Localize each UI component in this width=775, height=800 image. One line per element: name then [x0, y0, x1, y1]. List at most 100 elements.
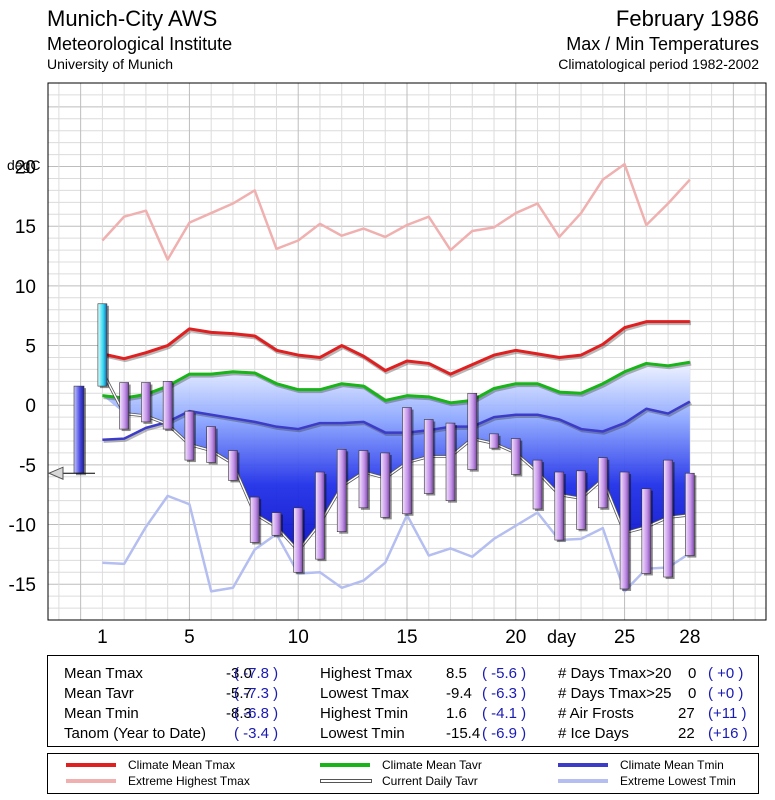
- stat-label: Highest Tmax: [320, 665, 413, 682]
- legend-climate-mean-tavr: Climate Mean Tavr: [382, 758, 482, 772]
- extreme-lowest-tmin-line: [102, 494, 691, 593]
- stat-value: 27: [678, 705, 695, 722]
- daily-bar: [685, 472, 695, 556]
- stat-label: Highest Tmin: [320, 705, 409, 722]
- ytd-arrow-icon: [47, 466, 64, 480]
- daily-bar: [119, 382, 129, 430]
- daily-bar: [228, 450, 238, 481]
- stat-anomaly: (+11 ): [708, 705, 747, 722]
- daily-bar: [641, 488, 652, 574]
- stat-anomaly: ( -7.8 ): [234, 665, 279, 682]
- y-axis: 20 15 10 5 0 -5 -10 -15: [9, 158, 36, 597]
- daily-bar: [663, 459, 673, 578]
- x-tick-label: 25: [614, 627, 635, 648]
- stat-label: # Air Frosts: [558, 705, 634, 722]
- daily-bar: [162, 381, 173, 430]
- climate-mean-tmax-line: [102, 320, 690, 376]
- legend-climate-mean-tmin: Climate Mean Tmin: [620, 758, 724, 772]
- x-axis: 1 5 10 15 20 25 28: [97, 627, 700, 648]
- stat-anomaly: ( -6.9 ): [482, 725, 527, 742]
- legend-climate-mean-tmax: Climate Mean Tmax: [128, 758, 236, 772]
- y-tick-label: -5: [19, 456, 36, 477]
- legend-extreme-highest-tmax: Extreme Highest Tmax: [128, 774, 250, 788]
- month-title: February 1986: [615, 6, 759, 31]
- daily-bar: [467, 392, 478, 470]
- tavr-band: [102, 362, 690, 551]
- x-tick-label: 20: [505, 627, 526, 648]
- daily-bar: [554, 471, 565, 541]
- legend-current-daily-tavr: Current Daily Tavr: [382, 774, 478, 788]
- legend: Climate Mean Tmax Extreme Highest Tmax C…: [47, 753, 759, 794]
- institute-label: Meteorological Institute: [47, 34, 233, 54]
- extreme-highest-tmax-line: [101, 162, 691, 261]
- stat-label: Mean Tmax: [64, 665, 143, 682]
- stats-panel: Mean Tmax -3.0 ( -7.8 ) Mean Tavr -5.7 (…: [47, 655, 759, 747]
- ytd-bar: [73, 385, 85, 474]
- stat-anomaly: ( +0 ): [708, 685, 744, 702]
- stat-anomaly: ( -7.3 ): [234, 685, 279, 702]
- series-lines: [101, 162, 693, 593]
- stat-value: -8.3: [226, 705, 252, 722]
- stat-value: 8.5: [446, 665, 467, 682]
- stat-label: # Days Tmax>20: [558, 665, 672, 682]
- y-tick-label: -15: [9, 575, 36, 596]
- x-axis-label: day: [547, 627, 576, 647]
- daily-bar: [141, 382, 151, 423]
- daily-bar: [293, 507, 304, 573]
- y-tick-label: -10: [9, 516, 36, 537]
- daily-bar: [271, 512, 282, 536]
- daily-bar: [206, 426, 216, 463]
- daily-bar: [510, 438, 521, 475]
- stat-anomaly: ( -3.4 ): [234, 725, 279, 742]
- stat-label: # Days Tmax>25: [558, 685, 672, 702]
- stat-label: Tanom (Year to Date): [64, 725, 207, 742]
- stat-value: 0: [688, 665, 697, 682]
- y-tick-label: 10: [15, 277, 36, 298]
- y-tick-label: 15: [15, 217, 36, 238]
- daily-bar: [619, 471, 630, 590]
- legend-swatch-extreme-lowest-tmin: [558, 779, 608, 783]
- stat-value: -9.4: [446, 685, 472, 702]
- stat-value: -3.0: [226, 665, 252, 682]
- legend-swatch-extreme-highest-tmax: [66, 779, 116, 783]
- stat-anomaly: ( +0 ): [708, 665, 744, 682]
- stat-label: # Ice Days: [558, 725, 629, 742]
- y-tick-label: 5: [25, 337, 36, 358]
- x-tick-label: 10: [288, 627, 309, 648]
- x-tick-label: 28: [679, 627, 700, 648]
- daily-bar: [423, 419, 434, 494]
- legend-swatch-current-daily-tavr: [320, 779, 372, 783]
- daily-bars: [97, 303, 697, 591]
- tavr-anomaly-area: [102, 362, 690, 551]
- x-tick-label: 1: [97, 627, 108, 648]
- legend-extreme-lowest-tmin: Extreme Lowest Tmin: [620, 774, 736, 788]
- stat-label: Mean Tmin: [64, 705, 139, 722]
- daily-bar: [358, 450, 369, 509]
- legend-swatch-climate-mean-tmax: [66, 763, 116, 767]
- stat-anomaly: ( -6.3 ): [482, 685, 527, 702]
- stat-value: 1.6: [446, 705, 467, 722]
- daily-bar: [532, 459, 543, 510]
- stat-label: Mean Tavr: [64, 685, 134, 702]
- ytd-indicator: [47, 385, 95, 480]
- chart-title: Max / Min Temperatures: [566, 34, 759, 54]
- legend-swatch-climate-mean-tmin: [558, 763, 608, 767]
- climate-mean-tavr-line: [102, 360, 691, 405]
- daily-bar: [380, 452, 391, 518]
- y-tick-label: 20: [15, 158, 36, 179]
- stat-value: 22: [678, 725, 695, 742]
- daily-bar: [598, 457, 608, 509]
- climate-mean-tmin-line: [102, 400, 691, 442]
- university-label: University of Munich: [47, 56, 174, 72]
- daily-bar: [184, 410, 195, 461]
- y-axis-label: degC: [7, 157, 40, 173]
- stat-anomaly: ( -6.8 ): [234, 705, 279, 722]
- stat-value: -15.4: [446, 725, 481, 742]
- stat-value: 0: [688, 685, 697, 702]
- y-tick-label: 0: [25, 396, 36, 417]
- stat-value: -5.7: [226, 685, 252, 702]
- stat-label: Lowest Tmax: [320, 685, 409, 702]
- period-label: Climatological period 1982-2002: [558, 56, 759, 72]
- stat-label: Lowest Tmin: [320, 725, 405, 742]
